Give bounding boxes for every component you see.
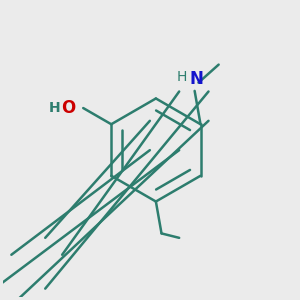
- Text: N: N: [189, 70, 203, 88]
- Text: H: H: [177, 70, 187, 83]
- Text: H: H: [49, 101, 61, 115]
- Text: O: O: [61, 99, 76, 117]
